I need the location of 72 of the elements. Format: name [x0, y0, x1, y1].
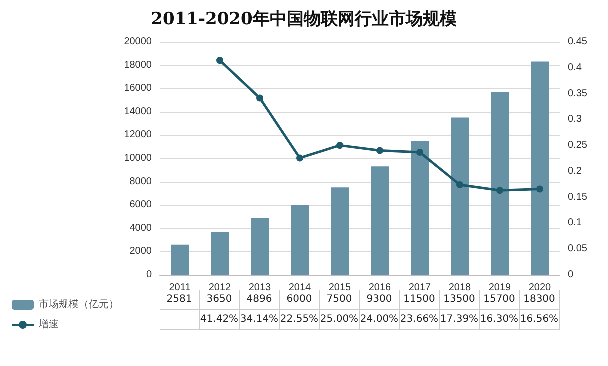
y-tick-label: 20000	[124, 36, 152, 48]
y2-tick-label: 0.15	[568, 192, 588, 203]
data-label: 6000	[286, 294, 312, 305]
x-tick-label: 2011	[169, 282, 192, 294]
data-label: 34.14%	[240, 310, 280, 330]
y-tick-label: 0	[146, 270, 152, 280]
bar	[291, 205, 309, 275]
y2-tick-label: 0.4	[568, 62, 582, 74]
y-tick-label: 6000	[130, 200, 152, 211]
y-tick-label: 8000	[130, 176, 152, 188]
y-tick-label: 2000	[130, 246, 152, 258]
y-tick-label: 14000	[124, 106, 152, 118]
bar	[331, 188, 349, 275]
data-label: 16.30%	[480, 310, 520, 330]
point	[416, 148, 424, 156]
point	[336, 142, 344, 150]
point	[256, 94, 264, 102]
x-tick-label: 2015	[328, 282, 352, 294]
data-label: 9300	[366, 294, 392, 305]
y-tick-label: 16000	[124, 83, 152, 94]
data-label: 2581	[166, 294, 192, 305]
bar	[211, 232, 229, 275]
bar	[171, 244, 189, 275]
x-tick-label: 2014	[288, 282, 312, 294]
point	[376, 147, 384, 154]
data-label: 23.66%	[400, 310, 440, 330]
x-tick-label: 2013	[248, 282, 272, 294]
bar	[251, 218, 269, 275]
data-label: 13500	[444, 294, 476, 305]
bar	[531, 62, 549, 275]
data-label: 11500	[404, 294, 436, 305]
y2-tick-label: 0.45	[568, 36, 588, 48]
bar	[371, 166, 389, 275]
point	[296, 154, 304, 162]
bar	[491, 92, 509, 275]
data-label: 22.55%	[280, 310, 320, 330]
y2-tick-label: 0.1	[568, 218, 582, 229]
data-label: 24.00%	[360, 310, 400, 330]
x-tick-label: 2012	[208, 282, 232, 294]
y-tick-label: 12000	[124, 130, 152, 141]
data-label: 18300	[524, 294, 556, 305]
data-label: 15700	[484, 294, 516, 305]
y-tick-label: 10000	[124, 153, 152, 164]
point	[496, 187, 504, 194]
y2-tick-label: 0.35	[568, 88, 588, 100]
y2-tick-label: 0.3	[568, 114, 582, 126]
point	[456, 181, 464, 188]
legend-label: 增速	[38, 318, 59, 330]
data-label: 41.42%	[200, 310, 240, 330]
y2-tick-label: 0.2	[568, 166, 582, 177]
data-label: 17.39%	[440, 310, 480, 330]
y2-tick-label: 0	[568, 270, 574, 280]
bar	[451, 118, 469, 275]
data-label: 7500	[326, 294, 352, 305]
x-tick-label: 2017	[408, 282, 432, 294]
y-tick-label: 18000	[124, 60, 152, 71]
x-tick-label: 2016	[368, 282, 392, 294]
y-tick-label: 4000	[130, 222, 152, 234]
bar	[411, 141, 429, 275]
x-tick-label: 2020	[528, 282, 552, 294]
y2-tick-label: 0.05	[568, 244, 588, 255]
point	[536, 186, 544, 193]
data-label: 25.00%	[320, 310, 360, 330]
x-tick-label: 2019	[488, 282, 512, 294]
x-tick-label: 2018	[448, 282, 472, 294]
chart-title: 2011-2020年中国物联网行业市场规模	[151, 10, 457, 30]
data-label: 16.56%	[520, 310, 560, 330]
point	[216, 57, 224, 64]
legend-label: 市场规模（亿元）	[39, 298, 119, 310]
data-label: 4896	[246, 294, 272, 305]
y2-tick-label: 0.25	[568, 140, 588, 152]
data-label: 3650	[206, 294, 232, 305]
